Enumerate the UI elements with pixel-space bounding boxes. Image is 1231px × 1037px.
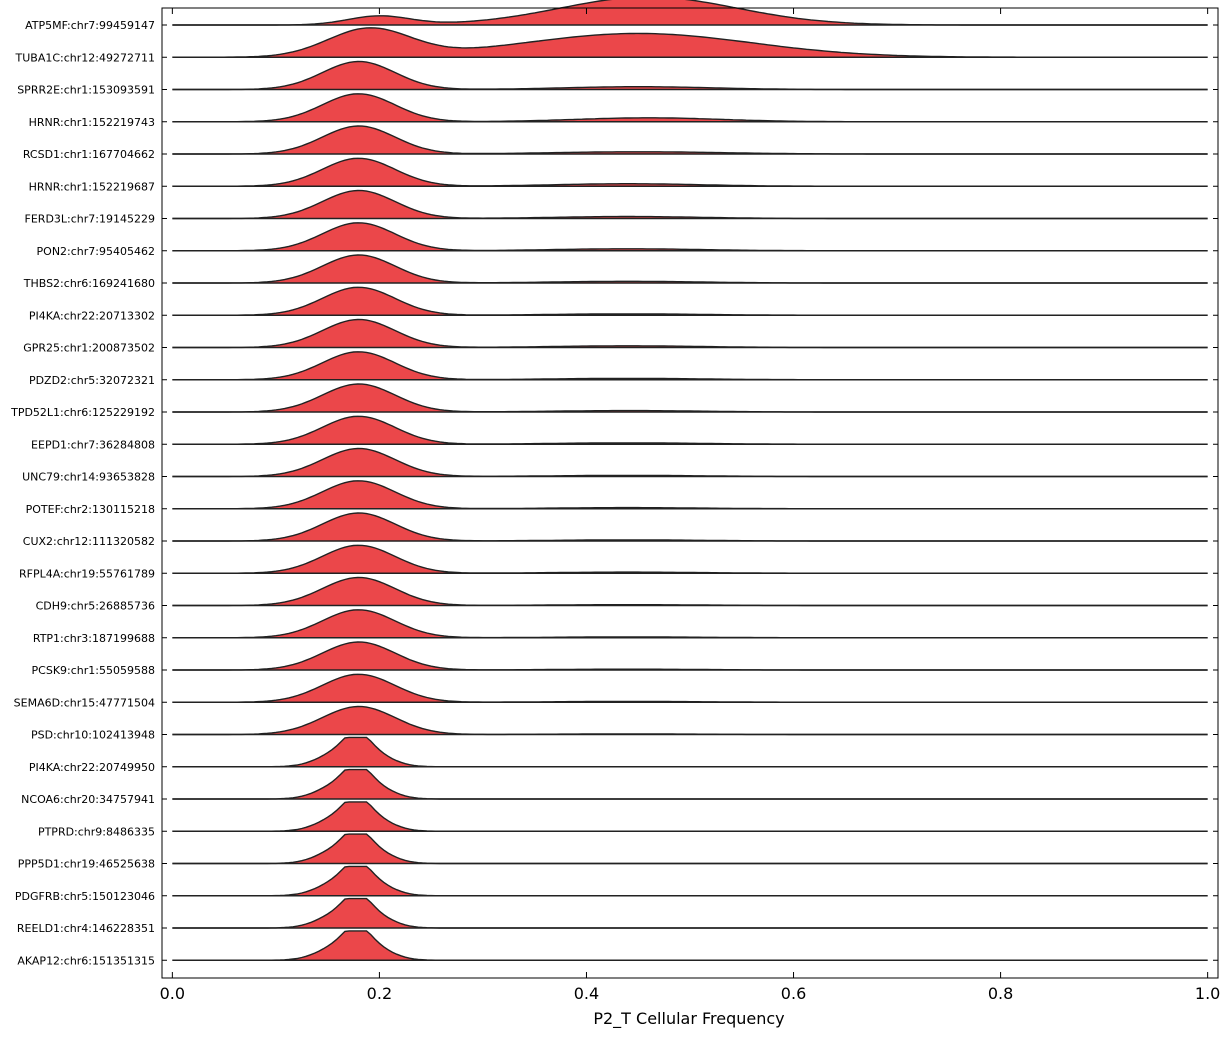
row-label: HRNR:chr1:152219687 [29,180,155,193]
row-label: AKAP12:chr6:151351315 [17,954,155,967]
row-label: REELD1:chr4:146228351 [17,922,155,935]
y-axis-ticks [162,24,1218,961]
row-label: PDZD2:chr5:32072321 [29,374,155,387]
ridge-fill [172,577,1208,606]
ridge-fill [172,834,1208,864]
ridges-layer [172,0,1208,961]
ridge-fill [172,545,1208,574]
ridge-fill [172,416,1208,445]
ridge-fill [172,61,1208,90]
x-axis-ticks: 0.0 0.2 0.4 0.6 0.8 1.0 [160,8,1220,1003]
x-tick-label: 0.8 [988,984,1013,1003]
row-labels-layer: ATP5MF:chr7:99459147 TUBA1C:chr12:4927271… [10,19,155,967]
row-label: NCOA6:chr20:34757941 [21,793,155,806]
ridge-fill [172,448,1208,477]
ridge-fill [172,769,1208,799]
ridge-fill [172,674,1208,703]
row-label: CUX2:chr12:111320582 [23,535,155,548]
ridge-fill [172,93,1208,122]
ridge-fill [172,351,1208,380]
x-tick-label: 0.0 [160,984,185,1003]
plot-frame [161,7,1219,979]
ridge-fill [172,737,1208,767]
row-label: HRNR:chr1:152219743 [29,116,155,129]
row-label: ATP5MF:chr7:99459147 [25,19,155,32]
row-label: UNC79:chr14:93653828 [22,471,155,484]
row-label: RTP1:chr3:187199688 [33,632,155,645]
row-label: PI4KA:chr22:20713302 [29,309,155,322]
row-label: PDGFRB:chr5:150123046 [15,890,155,903]
ridge-fill [172,0,1208,25]
row-label: PON2:chr7:95405462 [37,245,155,258]
x-tick-label: 0.6 [781,984,806,1003]
ridge-fill [172,158,1208,187]
ridge-fill [172,480,1208,509]
x-tick-label: 0.2 [367,984,392,1003]
row-label: THBS2:chr6:169241680 [23,277,155,290]
row-label: CDH9:chr5:26885736 [36,600,155,613]
ridge-fill [172,706,1208,735]
row-label: TPD52L1:chr6:125229192 [10,406,155,419]
ridge-fill [172,930,1208,961]
x-tick-label: 0.4 [574,984,599,1003]
row-label: PI4KA:chr22:20749950 [29,761,155,774]
ridge-fill [172,319,1208,348]
ridge-fill [172,190,1208,219]
ridge-fill [172,642,1208,670]
ridge-fill [172,801,1208,832]
ridge-fill [172,513,1208,541]
x-axis-label: P2_T Cellular Frequency [593,1009,784,1029]
row-label: SEMA6D:chr15:47771504 [14,696,155,709]
ridge-fill [172,222,1208,251]
row-label: RFPL4A:chr19:55761789 [19,567,155,580]
row-label: GPR25:chr1:200873502 [23,342,155,355]
ridge-fill [172,898,1208,928]
row-label: FERD3L:chr7:19145229 [25,213,155,226]
row-label: PPP5D1:chr19:46525638 [18,858,155,871]
x-tick-label: 1.0 [1195,984,1220,1003]
row-label: PCSK9:chr1:55059588 [32,664,155,677]
ridge-fill [172,27,1208,58]
ridge-fill [172,384,1208,412]
row-label: PTPRD:chr9:8486335 [38,825,155,838]
row-label: POTEF:chr2:130115218 [26,503,155,516]
row-label: TUBA1C:chr12:49272711 [15,51,155,64]
row-label: RCSD1:chr1:167704662 [23,148,155,161]
ridge-fill [172,866,1208,896]
ridge-fill [172,255,1208,283]
ridge-fill [172,609,1208,638]
row-label: EEPD1:chr7:36284808 [31,438,155,451]
row-label: SPRR2E:chr1:153093591 [17,84,155,97]
row-label: PSD:chr10:102413948 [31,729,155,742]
ridge-fill [172,126,1208,154]
ridge-fill [172,287,1208,316]
